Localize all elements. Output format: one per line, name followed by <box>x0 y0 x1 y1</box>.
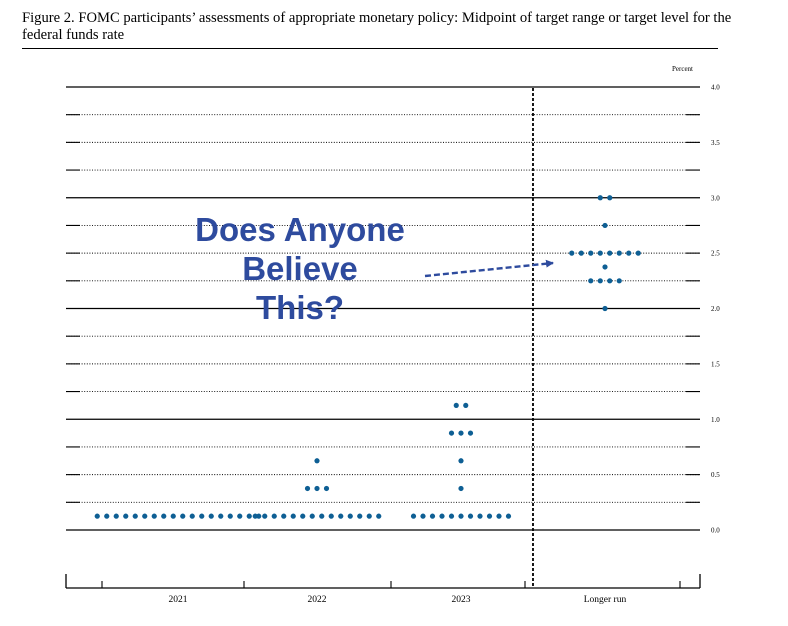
axes: 4.0 3.5 3.0 2.5 2.0 1.5 1.0 0.5 0.0 Percent 2021 20… <box>65 65 720 605</box>
participant-dot <box>607 278 613 284</box>
participant-dot <box>463 402 469 409</box>
participant-dot <box>429 513 436 519</box>
participant-dot <box>588 278 594 284</box>
y-tick-label: 1.0 <box>711 416 720 424</box>
participant-dot <box>635 250 641 256</box>
participant-dot <box>477 513 483 519</box>
participant-dot <box>180 513 186 519</box>
annotation-line-2: Believe <box>242 250 358 287</box>
participant-dot <box>602 222 608 229</box>
participant-dot <box>94 513 100 519</box>
participant-dot <box>314 485 320 492</box>
participant-dot <box>458 430 464 436</box>
participant-dot <box>439 513 445 519</box>
participant-dot <box>113 513 119 519</box>
participant-dot <box>588 250 594 256</box>
participant-dot <box>569 250 575 256</box>
participant-dot <box>262 513 268 519</box>
y-tick-label: 3.0 <box>711 194 720 202</box>
y-tick-label: 4.0 <box>711 84 720 92</box>
participant-dot <box>458 458 464 464</box>
participant-dot <box>227 513 233 519</box>
x-category-label: 2023 <box>452 595 471 605</box>
participant-dot <box>246 513 252 519</box>
participant-dot <box>602 305 608 312</box>
x-category-label: 2022 <box>308 595 327 605</box>
participant-dot <box>626 250 632 256</box>
participant-dot <box>453 402 459 409</box>
participant-dot <box>189 513 195 519</box>
participant-dot <box>304 485 311 492</box>
participant-dot <box>366 513 372 519</box>
unit-label: Percent <box>672 65 693 73</box>
participant-dot <box>602 264 608 270</box>
participant-dot <box>486 513 493 519</box>
participant-dot <box>161 513 167 519</box>
participant-dot <box>458 485 464 492</box>
participant-dot <box>607 250 613 256</box>
participant-dot <box>281 513 287 519</box>
participant-dot <box>467 430 474 436</box>
participant-dot <box>142 513 148 519</box>
participant-dot <box>448 430 455 436</box>
y-tick-label: 2.0 <box>711 305 720 313</box>
y-tick-label: 0.5 <box>711 471 720 479</box>
y-tick-label: 1.5 <box>711 360 720 368</box>
participant-dot <box>597 195 603 201</box>
participant-dot <box>357 513 363 519</box>
y-tick-label: 2.5 <box>711 250 720 258</box>
participant-dot <box>467 513 474 519</box>
participant-dot <box>323 485 330 492</box>
participant-dot <box>616 278 622 284</box>
participant-dot <box>237 513 243 519</box>
y-tick-label: 3.5 <box>711 139 720 147</box>
participant-dot <box>607 195 613 201</box>
participant-dot <box>123 513 129 519</box>
participant-dot <box>252 513 258 519</box>
participant-dot <box>290 513 296 519</box>
annotation-text: Does Anyone Believe This? <box>160 210 440 327</box>
participant-dot <box>151 513 157 519</box>
participant-dot <box>597 250 603 256</box>
participant-dot <box>208 513 214 519</box>
participant-dot <box>458 513 464 519</box>
participant-dot <box>218 513 224 519</box>
participant-dot <box>319 513 325 519</box>
participant-dot <box>376 513 382 519</box>
participant-dot <box>300 513 306 519</box>
participant-dot <box>314 458 320 464</box>
participant-dot <box>132 513 138 519</box>
participant-dot <box>347 513 353 519</box>
participant-dot <box>616 250 622 256</box>
participant-dot <box>309 513 315 519</box>
participant-dot <box>448 513 455 519</box>
participant-dot <box>496 513 502 519</box>
x-category-label: Longer run <box>584 595 627 605</box>
participant-dot <box>104 513 110 519</box>
title-rule <box>22 48 718 49</box>
participant-dot <box>505 513 512 519</box>
y-tick-label: 0.0 <box>711 527 720 535</box>
figure-title: Figure 2. FOMC participants’ assessments… <box>22 10 732 43</box>
dots <box>94 195 641 519</box>
participant-dot <box>271 513 277 519</box>
participant-dot <box>420 513 426 519</box>
participant-dot <box>410 513 417 519</box>
participant-dot <box>338 513 344 519</box>
participant-dot <box>578 250 584 256</box>
participant-dot <box>199 513 205 519</box>
participant-dot <box>170 513 176 519</box>
annotation-line-3: This? <box>256 289 344 326</box>
participant-dot <box>597 278 603 284</box>
gridlines <box>66 86 700 531</box>
annotation-arrow <box>424 259 554 278</box>
participant-dot <box>328 513 334 519</box>
annotation-line-1: Does Anyone <box>195 211 405 248</box>
x-category-label: 2021 <box>169 595 188 605</box>
